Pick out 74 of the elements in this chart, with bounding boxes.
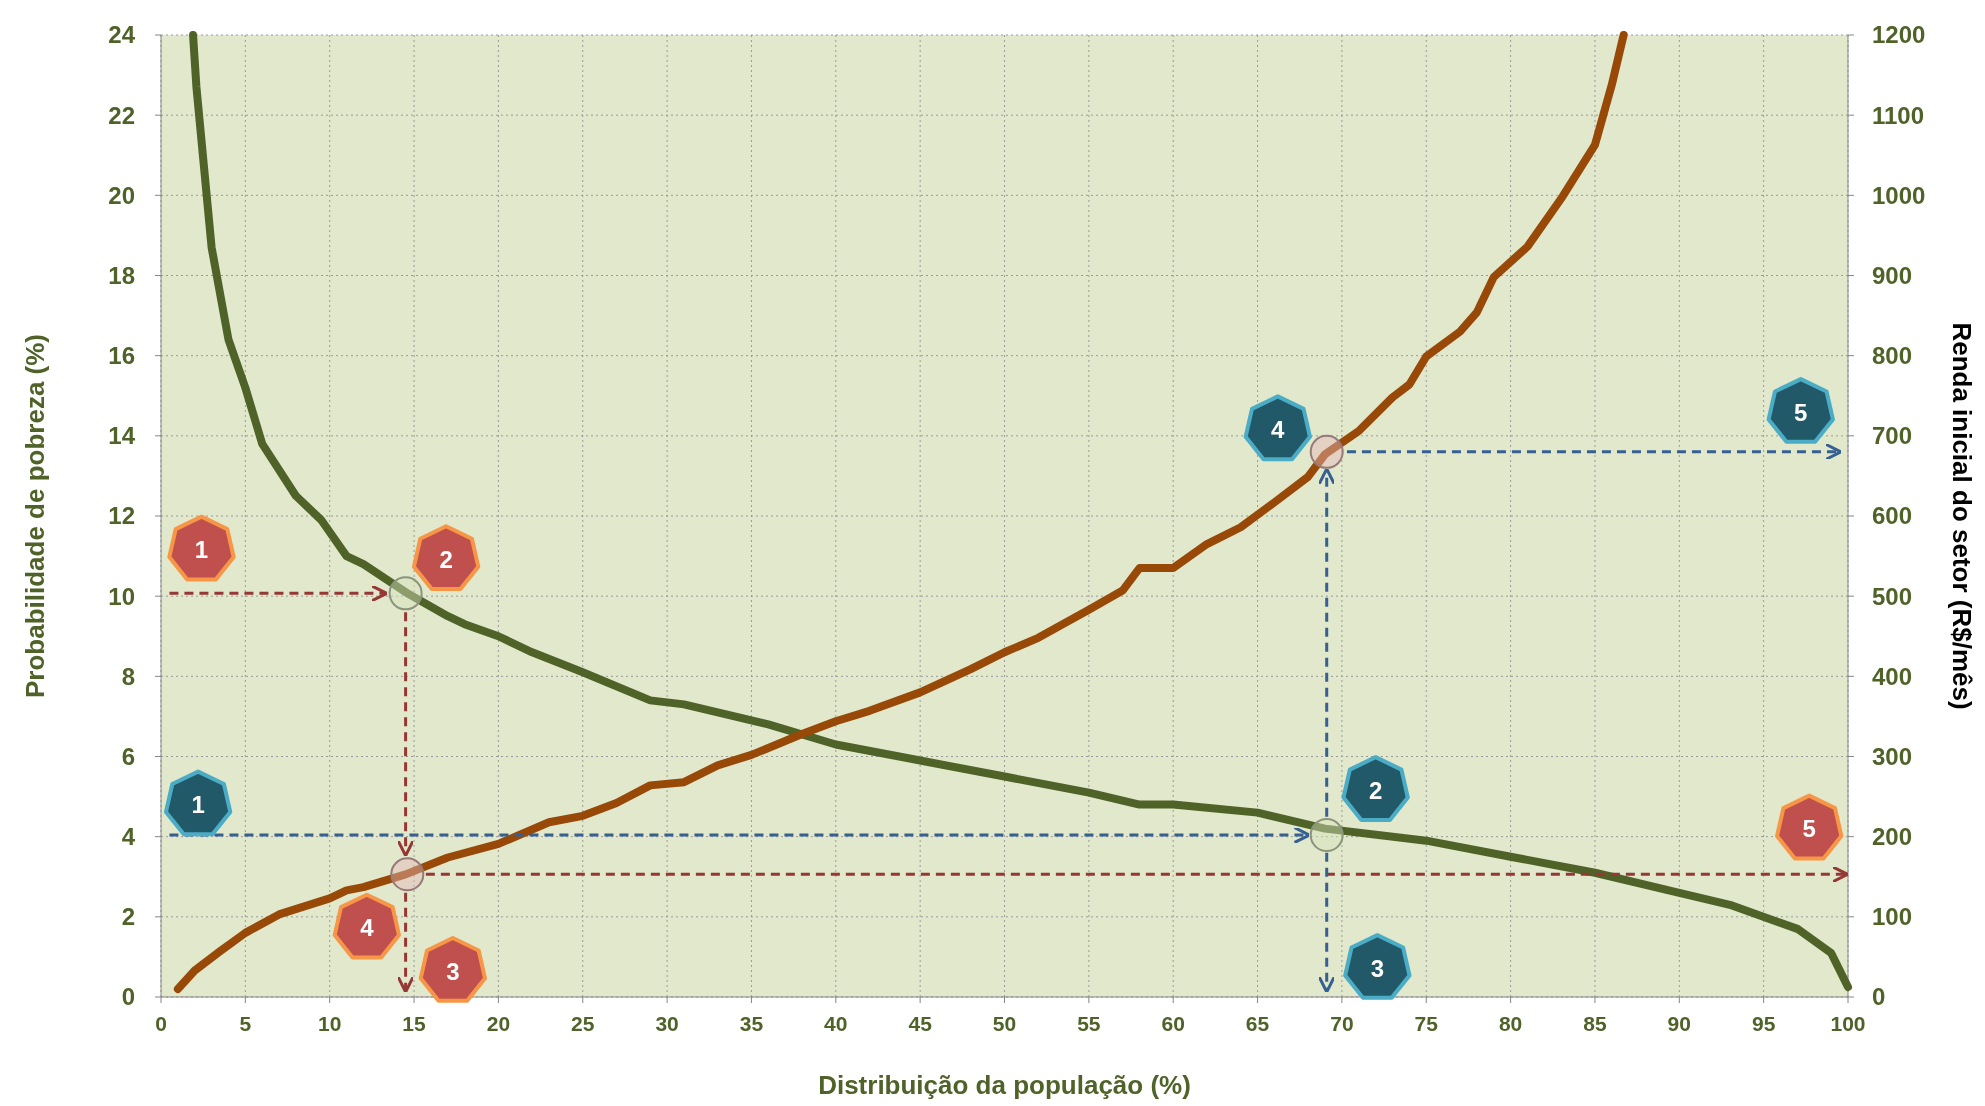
annotation: 5 <box>1794 398 1808 426</box>
y-axis-title: Probabilidade de pobreza (%) <box>20 333 50 699</box>
point <box>1309 434 1344 469</box>
y2-tick-label: 500 <box>1872 582 1913 610</box>
y-tick-label: 8 <box>121 662 135 690</box>
y2-tick-label: 900 <box>1872 261 1913 289</box>
x-tick-label: 95 <box>1751 1012 1776 1035</box>
heptagon-badge: 5 <box>1775 793 1844 861</box>
heptagon-badge: 2 <box>411 524 481 591</box>
heptagon-badge: 5 <box>1766 377 1835 444</box>
y2-tick-label: 100 <box>1872 903 1913 931</box>
y-tick-label: 14 <box>108 422 136 450</box>
x-tick-label: 55 <box>1077 1012 1101 1035</box>
y2-tick-label: 600 <box>1872 502 1913 530</box>
heptagon-badge: 3 <box>1343 933 1412 1000</box>
y2-tick-label: 800 <box>1872 342 1913 370</box>
x-tick-label: 25 <box>571 1012 595 1035</box>
y2-tick-label: 700 <box>1872 422 1913 450</box>
y2-axis-title: Renda inicial do setor (R$/mês) <box>1947 322 1977 710</box>
y2-tick-label: 1100 <box>1872 101 1925 129</box>
y2-tick-label: 1200 <box>1872 21 1926 49</box>
x-tick-label: 80 <box>1498 1012 1523 1035</box>
y2-tick-label: 1000 <box>1872 181 1926 209</box>
y-tick-label: 18 <box>108 261 135 289</box>
y-tick-label: 16 <box>108 342 135 370</box>
heptagon-badge: 4 <box>332 892 401 960</box>
x-tick-label: 20 <box>486 1012 511 1035</box>
y-tick-label: 4 <box>121 823 136 851</box>
x-tick-label: 0 <box>155 1012 167 1035</box>
x-axis-title: Distribuição da população (%) <box>818 1070 1191 1100</box>
heptagon-badge: 1 <box>163 769 233 837</box>
y2-tick-label: 400 <box>1872 662 1913 690</box>
x-tick-label: 50 <box>992 1012 1017 1035</box>
y-tick-label: 10 <box>108 582 135 610</box>
point <box>1309 818 1344 853</box>
annotation: 5 <box>1802 815 1816 843</box>
point <box>388 576 423 611</box>
y-tick-label: 2 <box>121 903 135 931</box>
point <box>390 857 425 892</box>
x-tick-label: 90 <box>1667 1012 1691 1035</box>
annotation: 2 <box>439 545 453 573</box>
x-tick-label: 85 <box>1583 1012 1607 1035</box>
x-tick-label: 75 <box>1414 1012 1439 1035</box>
x-tick-label: 35 <box>739 1012 764 1035</box>
annotation: 4 <box>1271 416 1286 444</box>
y-tick-label: 20 <box>108 181 135 209</box>
x-tick-label: 45 <box>908 1012 933 1035</box>
heptagon-badge: 3 <box>418 936 487 1003</box>
y2-tick-label: 0 <box>1872 983 1886 1011</box>
y2-tick-label: 300 <box>1872 742 1913 770</box>
annotation: 1 <box>194 536 209 564</box>
heptagon-badge: 1 <box>167 514 236 582</box>
x-tick-label: 5 <box>239 1012 252 1035</box>
x-tick-label: 30 <box>655 1012 679 1035</box>
y2-tick-label: 200 <box>1872 823 1913 851</box>
annotation: 4 <box>360 914 375 942</box>
annotation: 3 <box>446 957 460 985</box>
annotation: 1 <box>191 791 205 819</box>
x-tick-label: 70 <box>1330 1012 1354 1035</box>
annotation: 2 <box>1368 776 1383 804</box>
y-tick-label: 6 <box>121 742 135 770</box>
y-tick-label: 12 <box>108 502 135 530</box>
heptagon-badge: 2 <box>1341 755 1410 822</box>
y-tick-label: 22 <box>108 101 135 129</box>
x-tick-label: 40 <box>824 1012 848 1035</box>
x-tick-label: 100 <box>1830 1012 1866 1035</box>
heptagon-badge: 4 <box>1243 394 1312 462</box>
annotation: 3 <box>1370 954 1385 982</box>
y-tick-label: 24 <box>108 21 136 49</box>
x-tick-label: 65 <box>1245 1012 1270 1035</box>
x-tick-label: 60 <box>1161 1012 1185 1035</box>
y-tick-label: 0 <box>121 983 135 1011</box>
x-tick-label: 15 <box>402 1012 427 1035</box>
x-tick-label: 10 <box>318 1012 342 1035</box>
